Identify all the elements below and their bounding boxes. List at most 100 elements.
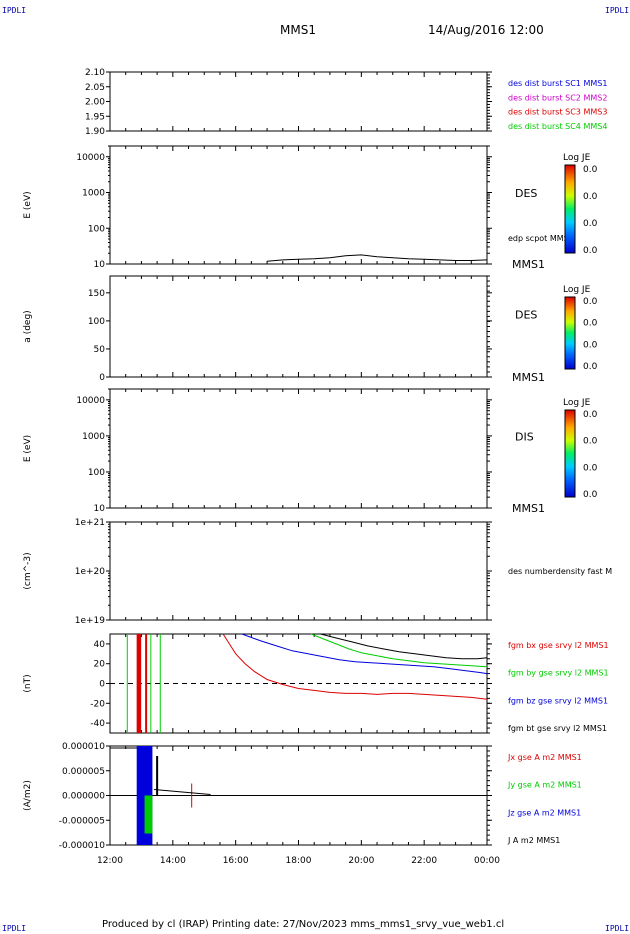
panel-label: DES	[515, 309, 537, 322]
panel-des-energy: 10000 1000 100 10 E (eV) DES MMS1 edp scpot MMS…	[23, 145, 598, 271]
datetime-title: 14/Aug/2016 12:00	[428, 23, 544, 37]
panel-label: DES	[515, 187, 537, 200]
colorbar-tick-label: 0.0	[583, 362, 598, 372]
y-tick-label: 1.95	[85, 112, 105, 122]
panel-dis-energy: 10000 1000 100 10 E (eV) DIS MMS1 Log JE 0.0 0.0 0…	[23, 388, 598, 515]
legend-entry: fgm bx gse srvy l2 MMS1	[508, 641, 609, 650]
y-axis-label: (nT)	[23, 674, 33, 692]
y-axis-label: (cm^-3)	[23, 552, 33, 589]
y-tick-label: 150	[88, 289, 105, 299]
x-tick-label: 14:00	[160, 856, 186, 866]
colorbar-title: Log JE	[563, 398, 591, 408]
colorbar-tick-label: 0.0	[583, 437, 598, 447]
series-line	[310, 633, 488, 668]
y-tick-label: 1000	[82, 432, 105, 442]
series-line	[222, 633, 488, 700]
y-tick-label: 10000	[76, 396, 105, 406]
plot-frame	[109, 388, 488, 509]
series-line	[320, 633, 488, 660]
panel-burst: 2.10 2.05 2.00 1.95 1.90 des dist burst SC1 M…	[85, 68, 607, 137]
colorbar-title: Log JE	[563, 153, 591, 163]
colorbar-tick-label: 0.0	[583, 192, 598, 202]
corner-label-bottom-right: IPDLI	[605, 924, 630, 933]
y-tick-label: 10	[94, 260, 106, 270]
footer-text: Produced by cl (IRAP) Printing date: 27/…	[102, 919, 505, 930]
legend-entry: Jx gse A m2 MMS1	[507, 753, 582, 762]
colorbar	[564, 164, 576, 254]
y-tick-label: 2.00	[85, 98, 105, 108]
legend-entry: des dist burst SC4 MMS4	[508, 122, 607, 131]
colorbar	[564, 409, 576, 498]
colorbar-tick-label: 0.0	[583, 297, 598, 307]
panel-label: DIS	[515, 431, 534, 444]
plot-frame	[109, 145, 488, 265]
y-axis-label: a (deg)	[23, 310, 33, 342]
y-tick-label: -20	[90, 699, 105, 709]
y-axis-label: E (eV)	[23, 435, 33, 462]
y-tick-label: 10	[94, 504, 106, 514]
colorbar-title: Log JE	[563, 285, 591, 295]
y-axis-label: E (eV)	[23, 191, 33, 218]
y-tick-label: 1000	[82, 189, 105, 199]
colorbar-tick-label: 0.0	[583, 410, 598, 420]
legend-entry: Jz gse A m2 MMS1	[507, 808, 581, 817]
legend-entry: des dist burst SC1 MMS1	[508, 79, 607, 88]
y-tick-label: 1e+21	[75, 518, 105, 528]
series-line	[267, 254, 488, 262]
y-tick-label: -0.000005	[59, 816, 105, 826]
panel-unit: MMS1	[512, 371, 545, 384]
colorbar-tick-label: 0.0	[583, 340, 598, 350]
spacecraft-title: MMS1	[280, 23, 316, 37]
y-tick-label: 1e+20	[75, 567, 106, 577]
panel-density: 1e+21 1e+20 1e+19 (cm^-3) des numberdensity …	[23, 518, 612, 626]
colorbar-tick-label: 0.0	[583, 246, 598, 256]
x-tick-label: 12:00	[97, 856, 123, 866]
corner-label-top-right: IPDLI	[605, 6, 630, 15]
y-tick-label: 2.10	[85, 68, 105, 78]
y-tick-label: -40	[90, 719, 105, 729]
legend-entry: des dist burst SC3 MMS3	[508, 108, 607, 117]
y-tick-label: 2.05	[85, 83, 105, 93]
y-tick-label: 20	[94, 660, 106, 670]
panel-current: 0.000010 0.000005 0.000000 -0.000005 -0.0000…	[23, 742, 582, 866]
plot-frame	[109, 521, 488, 621]
y-axis-label: (A/m2)	[23, 780, 33, 811]
x-tick-label: 18:00	[286, 856, 312, 866]
panel-fgm: 40 20 0 -20 -40 (nT) fgm bx gse srvy l2 MMS1 fg…	[23, 633, 609, 734]
y-tick-label: 0.000005	[62, 767, 105, 777]
panel-unit: MMS1	[512, 502, 545, 515]
y-tick-label: 0.000010	[62, 742, 105, 752]
panel-unit: MMS1	[512, 258, 545, 271]
y-tick-label: 50	[94, 345, 106, 355]
x-tick-label: 00:00	[474, 856, 500, 866]
current-burst-outline	[109, 747, 139, 796]
y-tick-label: 10000	[76, 153, 105, 163]
y-tick-label: 0	[99, 680, 105, 690]
colorbar	[564, 296, 576, 370]
legend-entry: fgm bt gse srvy l2 MMS1	[508, 724, 607, 733]
corner-label-bottom-left: IPDLI	[2, 924, 27, 933]
y-tick-label: 100	[88, 224, 105, 234]
x-tick-label: 22:00	[411, 856, 437, 866]
legend-entry: Jy gse A m2 MMS1	[507, 781, 582, 790]
y-tick-label: 100	[88, 468, 105, 478]
y-tick-label: 0	[99, 373, 105, 383]
x-tick-label: 20:00	[348, 856, 374, 866]
current-burst-green	[144, 795, 153, 834]
panel-des-pitch: 150 100 50 0 a (deg) DES MMS1 Log JE 0.0 0.0 0.0 0.…	[23, 275, 598, 384]
legend-entry: J A m2 MMS1	[507, 836, 560, 845]
legend-entry: fgm by gse srvy l2 MMS1	[508, 669, 609, 678]
colorbar-tick-label: 0.0	[583, 490, 598, 500]
series-line	[241, 633, 488, 675]
legend-entry: fgm bz gse srvy l2 MMS1	[508, 696, 608, 705]
plot-frame	[109, 275, 488, 378]
y-tick-label: 100	[88, 317, 105, 327]
current-decay	[153, 789, 211, 795]
colorbar-tick-label: 0.0	[583, 463, 598, 473]
y-tick-label: 1.90	[85, 127, 105, 137]
y-tick-label: 0.000000	[62, 792, 105, 802]
legend-entry: des numberdensity fast M	[508, 567, 612, 576]
colorbar-tick-label: 0.0	[583, 319, 598, 329]
corner-label-top-left: IPDLI	[2, 6, 27, 15]
